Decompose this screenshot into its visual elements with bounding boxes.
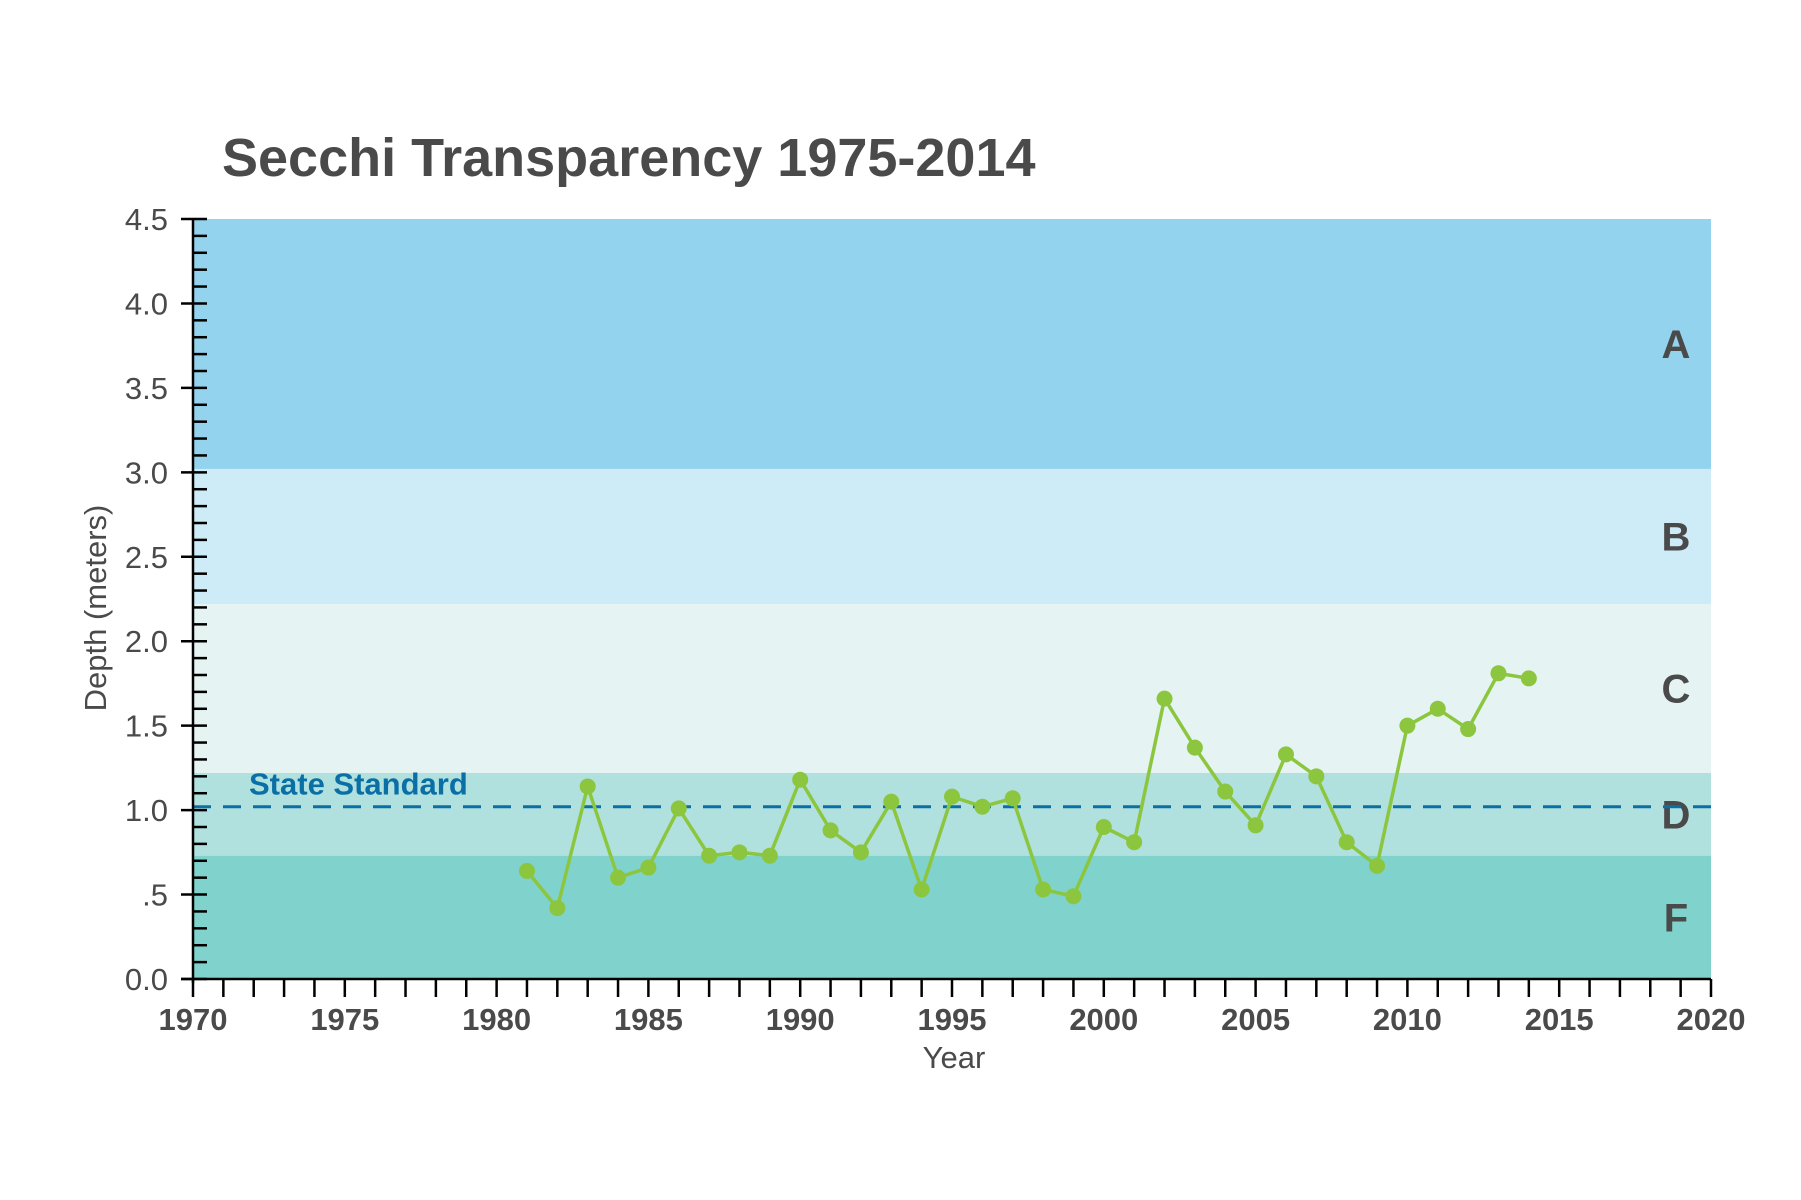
data-point-2002 [1156, 690, 1173, 707]
y-axis-label: Depth (meters) [78, 505, 113, 712]
x-tick-label: 1995 [918, 1002, 987, 1037]
grade-band-D [193, 772, 1711, 856]
data-point-1990 [792, 771, 809, 788]
grade-label-A: A [1662, 323, 1691, 367]
y-tick-label: 1.5 [125, 709, 168, 744]
chart-title: Secchi Transparency 1975-2014 [222, 128, 1036, 188]
x-tick-label: 1980 [462, 1002, 531, 1037]
x-tick-label: 2005 [1221, 1002, 1290, 1037]
data-point-1988 [731, 844, 748, 861]
x-tick-label: 1990 [766, 1002, 835, 1037]
data-point-1985 [640, 859, 657, 876]
data-point-1991 [822, 822, 839, 839]
state-standard-label: State Standard [249, 767, 468, 802]
data-point-2011 [1429, 700, 1446, 717]
data-point-1994 [913, 881, 930, 898]
y-tick-label: 3.0 [125, 455, 168, 490]
data-point-1984 [610, 869, 627, 886]
data-point-1992 [852, 844, 869, 861]
data-point-1981 [518, 862, 535, 879]
data-point-2003 [1186, 739, 1203, 756]
data-point-2001 [1126, 834, 1143, 851]
data-point-1983 [579, 778, 596, 795]
data-point-2013 [1490, 665, 1507, 682]
y-tick-label: 2.0 [125, 624, 168, 659]
y-tick-label: 4.0 [125, 286, 168, 321]
grade-label-B: B [1662, 516, 1691, 560]
data-point-2014 [1520, 670, 1537, 687]
y-tick-label: 0.0 [125, 962, 168, 997]
x-tick-label: 1970 [159, 1002, 228, 1037]
grade-band-A [193, 219, 1711, 469]
y-tick-label: .5 [142, 878, 168, 913]
data-point-1989 [761, 847, 778, 864]
x-tick-label: 2020 [1677, 1002, 1746, 1037]
data-point-2008 [1338, 834, 1355, 851]
data-point-1993 [883, 793, 900, 810]
data-point-1987 [701, 847, 718, 864]
data-point-2010 [1399, 717, 1416, 734]
grade-band-F [193, 855, 1711, 979]
y-tick-label: 2.5 [125, 540, 168, 575]
x-tick-label: 1985 [614, 1002, 683, 1037]
data-point-1995 [944, 788, 960, 805]
grade-band-B [193, 468, 1711, 605]
data-point-2009 [1369, 857, 1386, 874]
x-tick-label: 1975 [310, 1002, 379, 1037]
series-line [525, 671, 1530, 910]
grade-band-C [193, 604, 1711, 773]
y-tick-label: 1.0 [125, 793, 168, 828]
grade-label-F: F [1664, 896, 1688, 940]
data-point-1996 [974, 798, 991, 815]
y-tick-label: 4.5 [125, 202, 168, 237]
data-point-1998 [1035, 881, 1052, 898]
x-tick-label: 2015 [1525, 1002, 1594, 1037]
data-point-1982 [549, 900, 566, 917]
x-axis-label: Year [923, 1040, 986, 1075]
data-point-2004 [1217, 783, 1234, 800]
data-point-2006 [1277, 746, 1294, 763]
grade-label-D: D [1662, 793, 1691, 837]
data-point-1986 [670, 800, 687, 817]
y-tick-label: 3.5 [125, 371, 168, 406]
data-point-2000 [1095, 819, 1112, 835]
grade-label-C: C [1662, 668, 1691, 712]
data-point-2005 [1247, 817, 1264, 834]
data-point-2012 [1460, 721, 1477, 738]
data-point-2007 [1308, 768, 1325, 785]
x-tick-label: 2010 [1373, 1002, 1442, 1037]
data-point-1999 [1065, 888, 1082, 905]
x-tick-label: 2000 [1069, 1002, 1138, 1037]
data-point-1997 [1004, 790, 1021, 807]
